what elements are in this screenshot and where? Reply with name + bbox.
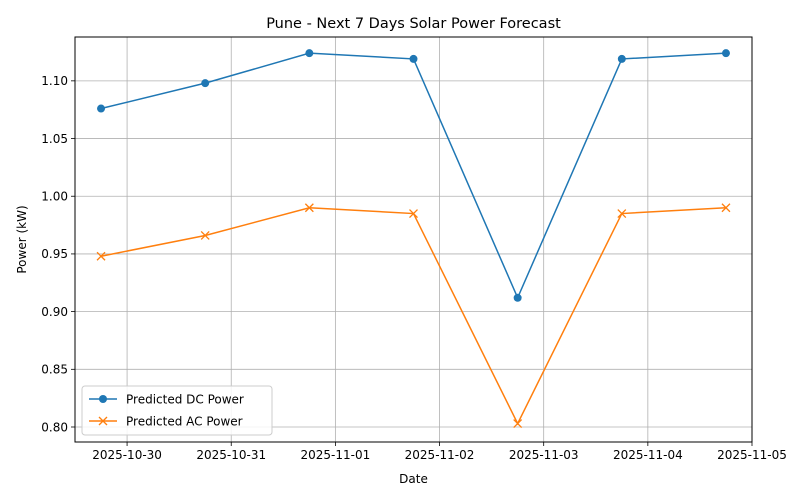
data-point — [409, 54, 418, 63]
y-axis: 0.80 0.85 0.90 0.95 1.00 1.05 1.10 — [41, 74, 75, 434]
data-point — [305, 49, 314, 58]
data-point — [721, 203, 731, 213]
data-point — [409, 209, 418, 218]
x-tick-label: 2025-10-30 — [92, 448, 162, 462]
x-tick-label: 2025-10-31 — [196, 448, 266, 462]
legend-label-dc: Predicted DC Power — [126, 393, 244, 407]
y-tick-label: 1.00 — [41, 190, 68, 204]
data-point — [513, 293, 522, 302]
data-point — [513, 419, 523, 428]
x-axis: 2025-10-30 2025-10-31 2025-11-01 2025-11-02… — [92, 442, 787, 462]
data-point — [97, 104, 106, 113]
y-tick-label: 0.85 — [41, 363, 68, 377]
data-point — [201, 79, 210, 88]
legend: Predicted DC Power Predicted AC Power — [81, 385, 273, 436]
x-axis-label: Date — [399, 472, 428, 486]
x-tick-label: 2025-11-02 — [405, 448, 475, 462]
legend-box — [81, 385, 273, 436]
y-axis-label: Power (kW) — [15, 205, 29, 273]
data-point — [721, 49, 730, 58]
y-tick-label: 0.90 — [41, 305, 68, 319]
data-point — [200, 231, 210, 240]
data-point — [617, 54, 626, 63]
x-tick-label: 2025-11-04 — [613, 448, 683, 462]
y-tick-label: 0.95 — [41, 247, 68, 261]
x-tick-label: 2025-11-01 — [301, 448, 371, 462]
data-point — [96, 251, 106, 261]
y-tick-label: 1.10 — [41, 74, 68, 88]
y-tick-label: 1.05 — [41, 132, 68, 146]
x-tick-label: 2025-11-05 — [717, 448, 787, 462]
legend-label-ac: Predicted AC Power — [126, 415, 243, 429]
data-point — [304, 203, 314, 213]
legend-marker-ac — [98, 416, 108, 426]
chart-title: Pune - Next 7 Days Solar Power Forecast — [266, 16, 561, 32]
series-dc — [97, 49, 730, 302]
series-ac — [96, 203, 731, 428]
data-point — [617, 209, 627, 218]
y-tick-label: 0.80 — [41, 420, 68, 434]
x-tick-label: 2025-11-03 — [509, 448, 579, 462]
series-group — [96, 49, 731, 428]
plot-frame — [74, 36, 753, 443]
legend-marker-dc — [99, 395, 107, 403]
